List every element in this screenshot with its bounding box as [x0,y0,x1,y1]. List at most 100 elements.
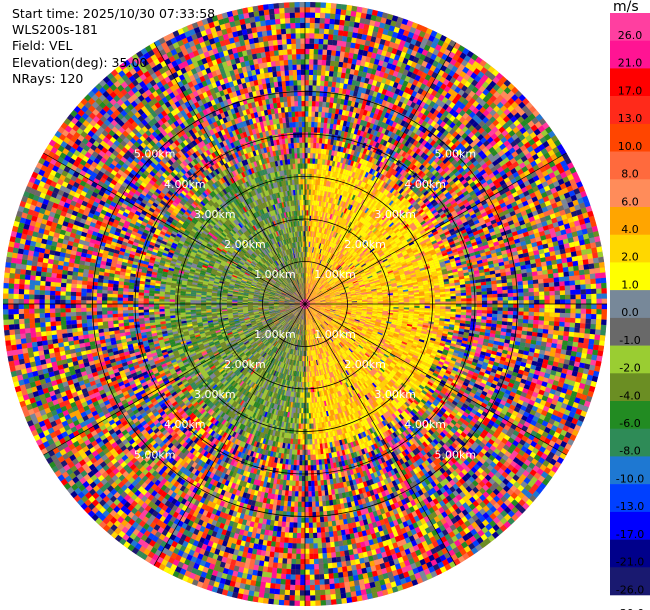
velocity-gate [324,207,328,213]
velocity-gate [537,274,544,280]
velocity-gate [334,172,338,178]
velocity-gate [336,135,341,141]
velocity-gate [310,189,313,195]
velocity-gate [306,277,307,284]
velocity-gate [485,281,492,285]
velocity-gate [308,262,310,268]
velocity-gate [329,160,333,166]
velocity-gate [312,231,314,237]
velocity-gate [352,53,358,60]
velocity-gate [517,284,524,290]
velocity-gate [318,148,322,154]
velocity-gate [315,153,319,159]
velocity-gate [305,106,309,112]
velocity-gate [522,284,529,289]
velocity-gate [345,10,352,16]
velocity-gate [312,247,314,253]
velocity-gate [318,227,322,233]
velocity-gate [338,109,343,115]
velocity-gate [308,267,311,274]
velocity-gate [580,284,586,290]
velocity-gate [314,205,318,211]
velocity-gate [306,257,308,263]
velocity-gate [582,259,589,265]
velocity-gate [325,202,329,208]
velocity-gate [320,7,326,14]
velocity-gate [548,277,554,283]
velocity-gate [600,277,607,284]
velocity-gate [312,268,314,274]
velocity-gate [317,200,320,206]
velocity-gate [332,102,337,109]
velocity-gate [327,39,333,46]
velocity-gate [332,39,338,46]
velocity-gate [351,79,357,86]
velocity-gate [335,50,341,57]
velocity-gate [333,134,338,141]
velocity-gate [328,29,334,35]
velocity-gate [329,192,333,198]
velocity-gate [320,127,324,134]
velocity-gate [343,78,349,85]
velocity-gate [323,149,327,155]
velocity-gate [309,179,312,185]
velocity-gate [330,187,334,193]
velocity-gate [339,104,344,110]
velocity-gate [309,231,312,237]
velocity-gate [573,265,579,271]
velocity-gate [325,60,331,66]
velocity-gate [306,288,308,294]
velocity-gate [336,45,342,52]
velocity-gate [597,251,604,258]
velocity-gate [322,101,327,108]
velocity-gate [318,211,322,217]
velocity-gate [314,242,317,248]
velocity-gate [308,80,313,86]
velocity-gate [342,104,348,111]
velocity-gate [398,298,404,301]
velocity-gate [306,236,308,242]
velocity-gate [324,186,328,192]
velocity-gate [466,295,472,299]
velocity-gate [341,125,346,132]
velocity-gate [340,72,346,79]
velocity-gate [306,215,309,221]
velocity-gate [308,278,310,284]
velocity-gate [310,153,313,159]
velocity-gate [307,252,309,258]
velocity-gate [311,268,314,274]
velocity-gate [351,58,357,65]
velocity-gate [408,296,415,299]
velocity-gate [573,270,580,276]
velocity-gate [496,286,503,291]
velocity-gate [593,262,600,269]
velocity-gate [334,61,340,67]
velocity-gate [351,37,357,44]
velocity-gate [336,103,341,110]
velocity-gate [325,13,331,19]
velocity-gate [323,127,327,134]
velocity-gate [546,260,552,266]
velocity-gate [333,29,339,36]
velocity-gate [506,278,513,283]
velocity-gate [315,143,320,149]
velocity-gate [347,31,353,38]
velocity-gate [315,179,319,185]
velocity-gate [326,149,330,155]
velocity-gate [305,272,307,278]
velocity-gate [318,206,321,212]
velocity-gate [315,101,320,107]
velocity-gate [317,127,321,133]
velocity-gate [574,275,580,281]
velocity-gate [309,252,312,258]
velocity-gate [312,153,316,159]
velocity-gate [336,40,342,47]
velocity-gate [559,285,565,291]
velocity-gate [589,273,596,279]
velocity-gate [496,283,503,288]
velocity-gate [305,168,308,174]
velocity-gate [562,267,569,273]
velocity-gate [310,132,314,138]
velocity-gate [311,268,313,274]
velocity-gate [586,248,593,255]
